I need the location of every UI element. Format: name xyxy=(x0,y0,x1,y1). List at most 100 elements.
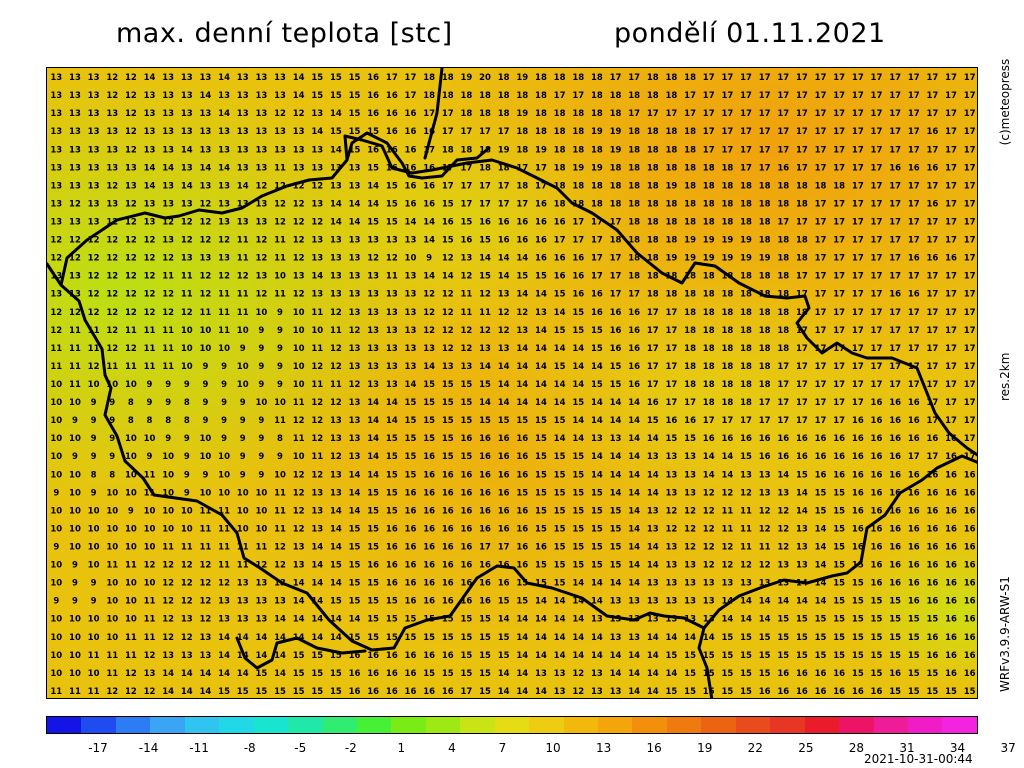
temperature-value: 15 xyxy=(554,416,566,426)
temperature-value: 16 xyxy=(610,326,622,336)
temperature-value: 17 xyxy=(647,362,659,372)
temperature-value: 17 xyxy=(926,145,938,155)
temperature-value: 16 xyxy=(610,308,622,318)
temperature-value: 16 xyxy=(926,127,938,137)
temperature-value: 15 xyxy=(330,561,342,571)
temperature-value: 18 xyxy=(554,109,566,119)
temperature-value: 14 xyxy=(535,290,547,300)
colorbar-tick-label: 25 xyxy=(798,741,814,755)
temperature-value: 16 xyxy=(498,488,510,498)
temperature-value: 17 xyxy=(964,73,976,83)
temperature-value: 17 xyxy=(945,181,957,191)
temperature-value: 15 xyxy=(405,470,417,480)
temperature-value: 18 xyxy=(777,254,789,264)
temperature-value: 14 xyxy=(498,362,510,372)
temperature-value: 9 xyxy=(202,380,208,390)
temperature-value: 18 xyxy=(703,344,715,354)
temperature-value: 15 xyxy=(535,579,547,589)
temperature-value: 18 xyxy=(759,326,771,336)
temperature-value: 18 xyxy=(535,73,547,83)
temperature-value: 17 xyxy=(889,145,901,155)
temperature-value: 17 xyxy=(833,326,845,336)
temperature-value: 12 xyxy=(255,254,267,264)
temperature-value: 15 xyxy=(386,597,398,607)
temperature-value: 17 xyxy=(964,181,976,191)
temperature-value: 17 xyxy=(591,272,603,282)
temperature-value: 12 xyxy=(125,254,137,264)
temperature-value: 16 xyxy=(666,416,678,426)
temperature-value: 12 xyxy=(255,290,267,300)
temperature-value: 13 xyxy=(181,127,193,137)
temperature-value: 15 xyxy=(926,615,938,625)
temperature-value: 15 xyxy=(591,543,603,553)
temperature-value: 17 xyxy=(852,199,864,209)
temperature-value: 17 xyxy=(777,416,789,426)
temperature-value: 15 xyxy=(908,687,920,697)
resolution-label: res.2km xyxy=(998,352,1012,401)
colorbar-tick-label: 16 xyxy=(646,741,662,755)
temperature-value: 13 xyxy=(405,236,417,246)
temperature-value: 10 xyxy=(106,633,118,643)
temperature-value: 11 xyxy=(218,326,230,336)
temperature-value: 16 xyxy=(964,470,976,480)
temperature-value: 15 xyxy=(498,416,510,426)
temperature-value: 13 xyxy=(349,290,361,300)
temperature-value: 17 xyxy=(926,109,938,119)
temperature-value: 16 xyxy=(479,597,491,607)
temperature-value: 17 xyxy=(852,127,864,137)
temperature-value: 15 xyxy=(349,597,361,607)
temperature-value: 14 xyxy=(554,615,566,625)
temperature-value: 16 xyxy=(386,687,398,697)
temperature-value: 16 xyxy=(852,488,864,498)
temperature-value: 9 xyxy=(258,326,264,336)
temperature-value: 9 xyxy=(72,561,78,571)
temperature-value: 14 xyxy=(200,163,212,173)
temperature-value: 15 xyxy=(908,651,920,661)
temperature-value: 18 xyxy=(628,236,640,246)
temperature-value: 14 xyxy=(330,199,342,209)
temperature-value: 10 xyxy=(125,452,137,462)
temperature-value: 17 xyxy=(554,236,566,246)
temperature-value: 12 xyxy=(740,488,752,498)
temperature-value: 17 xyxy=(666,398,678,408)
temperature-value: 16 xyxy=(964,524,976,534)
temperature-value: 12 xyxy=(181,561,193,571)
temperature-value: 15 xyxy=(572,561,584,571)
temperature-value: 14 xyxy=(628,434,640,444)
temperature-value: 11 xyxy=(50,362,62,372)
temperature-value: 15 xyxy=(740,669,752,679)
temperature-value: 18 xyxy=(628,91,640,101)
temperature-value: 15 xyxy=(349,543,361,553)
temperature-value: 9 xyxy=(277,326,283,336)
temperature-value: 10 xyxy=(237,506,249,516)
temperature-value: 12 xyxy=(106,308,118,318)
temperature-value: 17 xyxy=(926,73,938,83)
temperature-value: 18 xyxy=(796,199,808,209)
temperature-value: 15 xyxy=(349,561,361,571)
temperature-value: 16 xyxy=(852,543,864,553)
temperature-value: 10 xyxy=(125,524,137,534)
temperature-value: 13 xyxy=(684,470,696,480)
temperature-value: 17 xyxy=(833,398,845,408)
temperature-value: 18 xyxy=(684,181,696,191)
temperature-value: 8 xyxy=(184,398,190,408)
temperature-value: 13 xyxy=(274,73,286,83)
temperature-value: 15 xyxy=(852,633,864,643)
temperature-value: 17 xyxy=(926,344,938,354)
temperature-value: 14 xyxy=(516,398,528,408)
temperature-value: 15 xyxy=(423,669,435,679)
temperature-value: 16 xyxy=(498,236,510,246)
temperature-value: 15 xyxy=(684,434,696,444)
temperature-value: 17 xyxy=(871,217,883,227)
temperature-value: 17 xyxy=(871,127,883,137)
temperature-value: 8 xyxy=(109,470,115,480)
temperature-value: 14 xyxy=(721,452,733,462)
temperature-value: 18 xyxy=(554,73,566,83)
temperature-value: 17 xyxy=(964,326,976,336)
temperature-value: 16 xyxy=(889,506,901,516)
temperature-value: 11 xyxy=(200,308,212,318)
temperature-value: 16 xyxy=(460,506,472,516)
temperature-value: 12 xyxy=(106,687,118,697)
temperature-value: 14 xyxy=(628,687,640,697)
temperature-value: 13 xyxy=(106,199,118,209)
